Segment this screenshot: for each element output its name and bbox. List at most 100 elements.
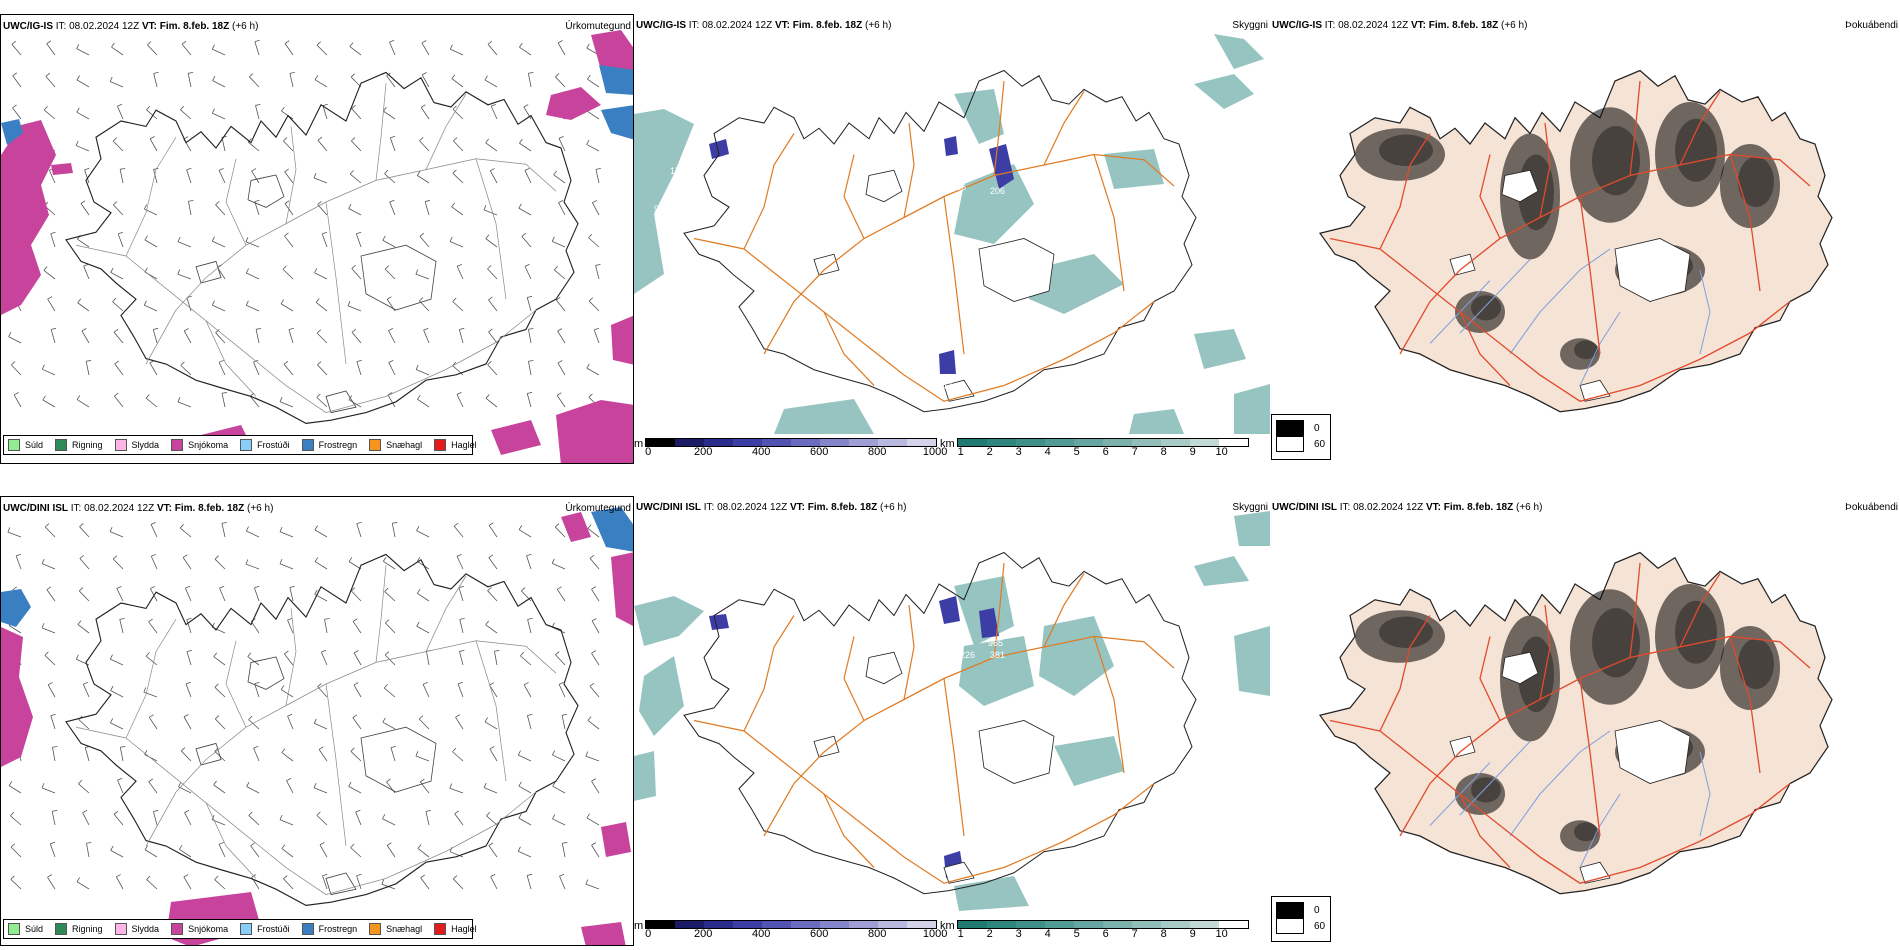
precip-legend-item: Frostregn (301, 923, 357, 935)
visibility-colorbar-row2: km 1 2 3 4 5 6 7 8 9 10 (940, 920, 1249, 940)
colorbar-tick: 0 (645, 928, 652, 940)
legend-swatch (434, 439, 447, 451)
legend-swatch (240, 439, 253, 451)
colorbar-cell (704, 921, 734, 928)
colorbar-cell (1073, 921, 1103, 928)
panel-title-visibility-row2: UWC/DINI ISL IT: 08.02.2024 12Z VT: Fim.… (636, 502, 907, 513)
legend-swatch (434, 923, 447, 935)
precip-type-legend-row2: Súld Rigning Slydda Snjókoma Frostúði Frostre… (3, 919, 477, 939)
precip-legend-item: Frostregn (301, 439, 358, 451)
precip-legend-item: Frostúði (240, 923, 290, 935)
precip-legend-item: Snæhagl (369, 923, 422, 935)
legend-label: Frostregn (318, 440, 358, 450)
panel-title-precip-row2: UWC/DINI ISL IT: 08.02.2024 12Z VT: Fim.… (3, 503, 274, 514)
precip-legend-item: Rigning (55, 439, 103, 451)
legend-swatch (114, 439, 127, 451)
legend-label: Snjókoma (188, 924, 229, 934)
legend-swatch (171, 923, 184, 935)
cloud-label: 206 (990, 186, 1005, 196)
precip-label: 174 (670, 166, 685, 176)
wind-barbs-row2 (7, 521, 600, 890)
iceland-outline-row1 (65, 71, 579, 425)
panel-title-fog-row1: UWC/IG-IS IT: 08.02.2024 12Z VT: Fim. 8.… (1272, 20, 1528, 31)
precip-label: 966 (654, 204, 669, 214)
legend-label: 0 (1314, 422, 1320, 434)
legend-swatch (301, 439, 314, 451)
colorbar-cell (762, 439, 792, 446)
precip-legend-item: Snæhagl (369, 439, 422, 451)
fog-map-row1 (1318, 69, 1833, 413)
legend-swatch (171, 439, 184, 451)
colorbar-cell (1131, 439, 1161, 446)
colorbar-cell (957, 921, 987, 928)
colorbar-cell (878, 439, 908, 446)
panel-label-fog: Þokuábendi (1845, 502, 1898, 513)
colorbar-tick: 400 (751, 928, 771, 940)
snow-areas-row1 (1, 30, 633, 463)
legend-swatch (8, 439, 20, 451)
legend-swatch (369, 439, 382, 451)
precip-legend-item: Slydda (114, 439, 159, 451)
colorbar-tick: 600 (809, 928, 829, 940)
legend-swatch (301, 923, 314, 935)
precip-legend-item: Rigning (55, 923, 103, 935)
colorbar-tick: 7 (1131, 928, 1138, 940)
fog-panel-row2: UWC/DINI ISL IT: 08.02.2024 12Z VT: Fim.… (1270, 496, 1900, 946)
colorbar-tick: 4 (1044, 928, 1051, 940)
colorbar-cell (1189, 921, 1219, 928)
colorbar-cell (820, 921, 850, 928)
fog-map-row2 (1318, 551, 1833, 895)
cloud-label: 53 (1054, 698, 1064, 708)
colorbar-cell (1044, 921, 1074, 928)
precip-legend-item: Súld (8, 439, 43, 451)
legend-label: Súld (25, 924, 44, 934)
fog-legend-row2: 0 60 (1271, 896, 1331, 942)
colorbar-cell (986, 921, 1016, 928)
precip-legend-item: Súld (8, 923, 43, 935)
iceland-outline-row2 (65, 553, 579, 907)
fog-legend-item: 0 (1276, 902, 1326, 918)
panel-label-precip-type: Úrkomutegund (565, 503, 631, 514)
cloud-label: 29 (957, 242, 967, 252)
panel-label-precip-type: Úrkomutegund (565, 21, 631, 32)
colorbar-tick: 800 (867, 928, 887, 940)
cloud-label: 226 (960, 650, 975, 660)
legend-swatch (1276, 902, 1304, 918)
colorbar-tick: 8 (1160, 928, 1167, 940)
fog-legend-item: 60 (1276, 436, 1326, 452)
colorbar-tick: 200 (693, 446, 713, 458)
colorbar-tick: 6 (1102, 446, 1109, 458)
colorbar-tick: 600 (809, 446, 829, 458)
legend-label: Rigning (72, 440, 103, 450)
colorbar-tick: 2 (986, 446, 993, 458)
snow-areas-row2 (1, 507, 633, 945)
colorbar-cell (907, 439, 937, 446)
legend-label: Haglél (451, 440, 477, 450)
colorbar-cell (1044, 439, 1074, 446)
colorbar-tick: 1 (957, 446, 964, 458)
cloud-labels-row1: 26 206 22 29 43 174 966 (654, 166, 1059, 391)
colorbar-cell (957, 439, 987, 446)
colorbar-cell (986, 439, 1016, 446)
colorbar-cell (1015, 439, 1045, 446)
precip-legend-item: Snjókoma (171, 923, 228, 935)
fog-legend-row1: 0 60 (1271, 414, 1331, 460)
colorbar-cell (849, 921, 879, 928)
cloudbase-areas-row1 (709, 136, 1014, 374)
legend-label: Haglél (451, 924, 477, 934)
cloud-label: 965 (988, 638, 1003, 648)
colorbar-tick: 5 (1073, 446, 1080, 458)
visibility-areas-row2 (634, 511, 1270, 911)
legend-label: 60 (1314, 920, 1326, 932)
legend-label: Snæhagl (386, 924, 423, 934)
colorbar-cell (820, 439, 850, 446)
panel-title-fog-row2: UWC/DINI ISL IT: 08.02.2024 12Z VT: Fim.… (1272, 502, 1543, 513)
colorbar-tick: 2 (986, 928, 993, 940)
wind-barbs-row1 (7, 39, 601, 408)
colorbar-tick: 1 (957, 928, 964, 940)
legend-label: Frostúði (257, 924, 290, 934)
colorbar-tick: 1000 (922, 928, 948, 940)
legend-label: Slydda (131, 924, 160, 934)
precip-legend-item: Haglél (434, 439, 477, 451)
colorbar-unit: km (940, 920, 955, 932)
